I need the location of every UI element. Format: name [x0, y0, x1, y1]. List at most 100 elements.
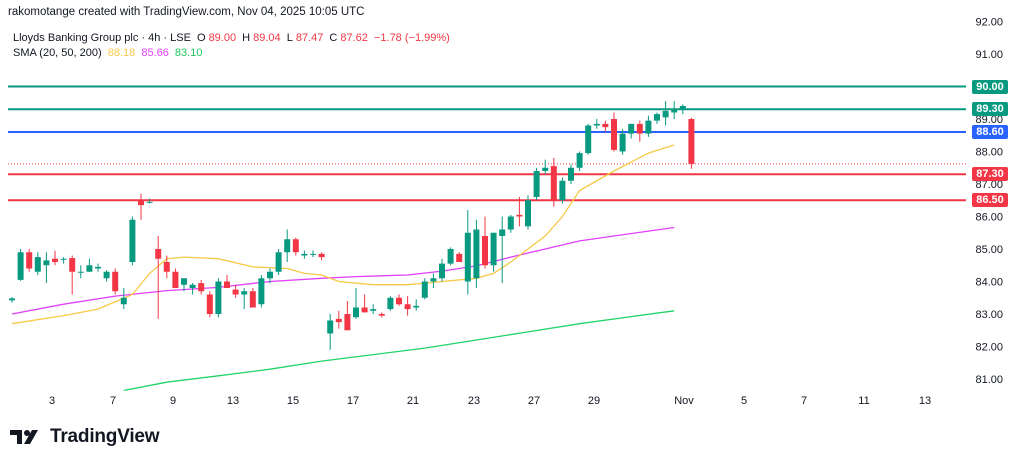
level-price-tag: 86.50 — [972, 193, 1008, 208]
sma-lines — [11, 144, 675, 392]
candle — [482, 216, 488, 269]
low-label: L — [286, 32, 293, 44]
candle — [361, 294, 368, 313]
candle-body — [206, 294, 213, 314]
candle — [413, 299, 420, 311]
candle-body — [17, 252, 24, 280]
candle-body — [43, 260, 50, 266]
candle — [688, 117, 695, 169]
candle — [284, 229, 291, 262]
price-tick-label: 84.00 — [975, 277, 1003, 289]
low-value: 87.47 — [295, 32, 324, 44]
tradingview-brand: TradingView — [10, 426, 160, 448]
open-value: 89.00 — [208, 32, 237, 44]
candle — [636, 120, 643, 142]
candle-body — [361, 307, 368, 313]
candle-body — [482, 236, 488, 266]
candle — [146, 198, 153, 204]
high-label: H — [242, 32, 251, 44]
candle-body — [628, 123, 635, 134]
candle — [645, 115, 652, 137]
candle — [9, 297, 15, 303]
symbol-title[interactable]: Lloyds Banking Group plc · 4h · LSE — [13, 32, 191, 44]
candle-body — [490, 232, 497, 266]
price-tick-label: 88.00 — [975, 147, 1003, 159]
candle-body — [533, 171, 540, 197]
close-label: C — [329, 32, 338, 44]
candle-body — [95, 266, 101, 269]
candle — [353, 288, 359, 319]
candle — [189, 283, 196, 295]
candle — [585, 123, 592, 155]
candle-body — [378, 314, 385, 316]
level-price-tag: 88.60 — [972, 125, 1008, 139]
sma-row: SMA (20, 50, 200) 88.18 85.66 83.10 — [13, 46, 453, 61]
candle-body — [129, 219, 136, 262]
candle-body — [267, 271, 273, 279]
price-tick-label: 85.00 — [975, 244, 1003, 256]
candle — [215, 278, 222, 318]
candle-body — [456, 253, 463, 262]
candle — [77, 265, 84, 279]
time-tick-label: 3 — [49, 395, 55, 407]
candle — [654, 112, 660, 124]
candle — [490, 232, 497, 272]
candle — [181, 278, 187, 292]
candle — [679, 104, 686, 115]
price-change: −1.78 (−1.99%) — [373, 32, 450, 44]
candle-body — [679, 106, 686, 110]
candle-body — [301, 253, 308, 256]
candle — [542, 159, 549, 175]
candle-body — [387, 297, 394, 310]
time-tick-label: 13 — [227, 395, 239, 407]
candle — [568, 164, 574, 184]
price-tick-label: 82.00 — [975, 342, 1003, 354]
sma-label[interactable]: SMA (20, 50, 200) — [13, 47, 102, 59]
candle-body — [464, 232, 471, 282]
candle — [404, 296, 411, 316]
candle-body — [34, 257, 41, 272]
candle-body — [138, 200, 144, 206]
candles — [9, 101, 695, 350]
sma20-line — [11, 144, 675, 325]
price-tick-label: 89.00 — [975, 114, 1003, 126]
candle — [464, 210, 471, 295]
candle — [69, 255, 76, 295]
candle-body — [163, 262, 170, 272]
candle-body — [60, 258, 67, 260]
open-label: O — [197, 32, 206, 44]
candle — [602, 120, 609, 132]
candle-body — [77, 271, 84, 273]
candle-body — [146, 201, 153, 203]
candle — [559, 177, 566, 204]
tradingview-logo-icon — [10, 430, 38, 444]
candle — [198, 279, 205, 295]
candle — [292, 237, 299, 256]
candle-body — [611, 119, 617, 150]
time-axis[interactable]: 3 7 9 13 15 17 21 23 27 29 Nov 5 7 11 13 — [49, 395, 931, 407]
candle-body — [155, 249, 162, 259]
candle — [86, 258, 93, 272]
candle — [430, 273, 437, 288]
candle — [138, 193, 144, 220]
candle-body — [499, 229, 506, 236]
candle — [318, 252, 325, 261]
ohlc-high: H 89.04 — [242, 32, 280, 44]
candle-body — [258, 278, 265, 305]
candle-body — [516, 214, 523, 217]
candle-body — [232, 289, 239, 295]
candle — [95, 263, 101, 272]
candle — [52, 250, 58, 266]
candle-body — [198, 283, 205, 292]
sma200-line — [123, 310, 675, 392]
close-value: 87.62 — [340, 32, 368, 44]
candle-body — [189, 284, 196, 288]
level-price-tag: 90.00 — [972, 79, 1008, 94]
chart-credit: rakomotange created with TradingView.com… — [8, 6, 365, 18]
candle-body — [636, 123, 643, 134]
candle-body — [602, 123, 609, 128]
candle-body — [619, 133, 626, 152]
candle-body — [430, 278, 437, 282]
candle — [516, 197, 523, 227]
